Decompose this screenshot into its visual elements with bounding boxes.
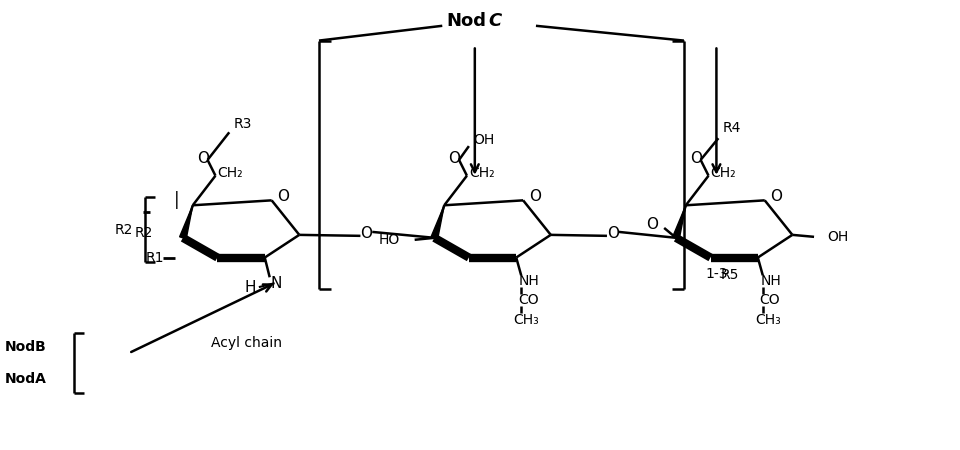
Text: O: O — [448, 152, 460, 166]
Text: HO: HO — [378, 233, 400, 247]
Text: CH₂: CH₂ — [468, 166, 494, 180]
Text: O: O — [646, 216, 659, 231]
Text: O: O — [360, 226, 372, 241]
Text: O: O — [529, 189, 541, 204]
Text: CH₂: CH₂ — [217, 166, 243, 180]
Text: C: C — [489, 12, 502, 30]
Text: NodB: NodB — [5, 340, 47, 354]
Text: NH: NH — [518, 274, 540, 288]
Polygon shape — [180, 205, 193, 239]
Text: Nod: Nod — [446, 12, 487, 30]
Text: O: O — [607, 226, 619, 241]
Polygon shape — [431, 205, 444, 239]
Text: CH₂: CH₂ — [710, 166, 736, 180]
Text: CO: CO — [517, 293, 539, 307]
Text: R2: R2 — [134, 226, 153, 240]
Text: OH: OH — [827, 230, 848, 244]
Text: CH₃: CH₃ — [514, 313, 539, 327]
Text: 1-3: 1-3 — [706, 267, 728, 281]
Text: R3: R3 — [234, 117, 252, 131]
Text: Acyl chain: Acyl chain — [210, 336, 281, 351]
Text: |: | — [174, 191, 180, 209]
Text: O: O — [771, 189, 782, 204]
Text: R5: R5 — [720, 268, 739, 282]
Text: O: O — [689, 152, 702, 166]
Text: R1: R1 — [146, 251, 164, 265]
Text: O: O — [197, 152, 208, 166]
Text: CH₃: CH₃ — [755, 313, 780, 327]
Text: N: N — [271, 276, 282, 291]
Text: R2: R2 — [114, 223, 132, 237]
Text: H: H — [244, 279, 255, 295]
Text: NodA: NodA — [5, 372, 47, 386]
Text: R4: R4 — [723, 122, 741, 135]
Text: OH: OH — [473, 133, 494, 147]
Text: O: O — [277, 189, 290, 204]
Text: CO: CO — [759, 293, 780, 307]
Text: NH: NH — [760, 274, 781, 288]
Polygon shape — [673, 205, 685, 239]
